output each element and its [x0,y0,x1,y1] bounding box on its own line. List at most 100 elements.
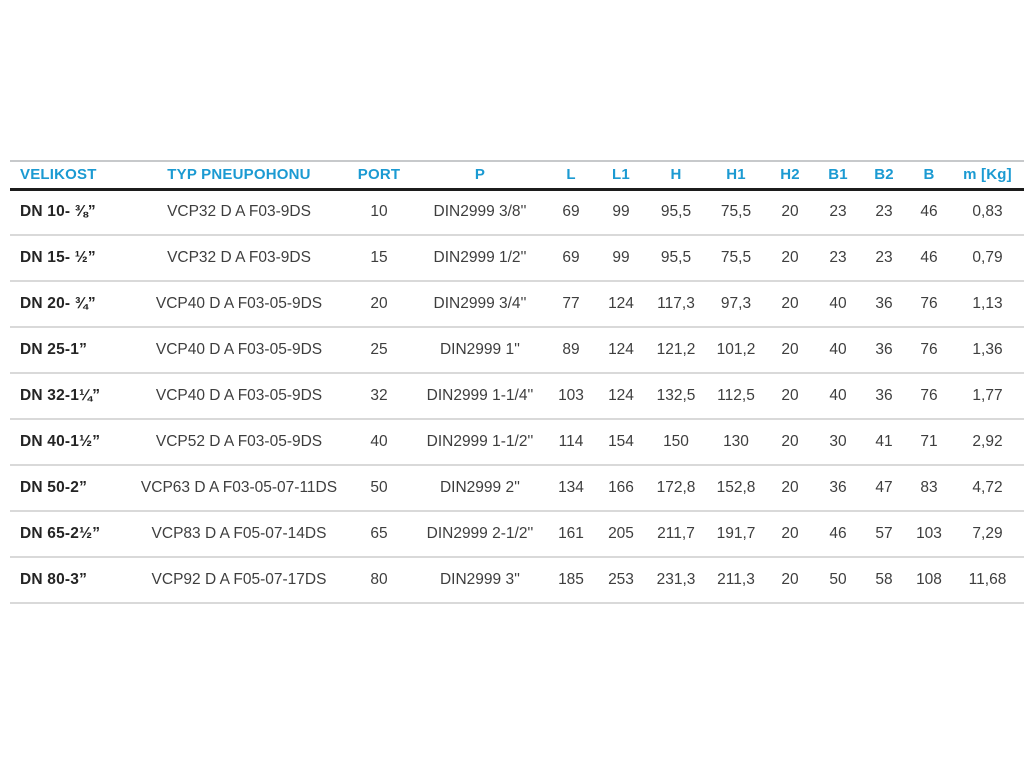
cell-l1: 124 [608,341,634,358]
cell-h: 231,3 [656,571,696,588]
cell-typ-pneupohonu: VCP32 D A F03-9DS [167,203,311,221]
cell-p: DIN2999 1'' [439,341,521,358]
cell-velikost: DN 40-1½” [20,433,101,450]
cell-b2: 36 [875,341,893,358]
table-row: DN 20- ¾” VCP40 D A F03-05-9DS 20 DIN2999 3… [10,281,1024,327]
cell-port: 40 [370,433,388,450]
column-header-b1: B1 [828,166,848,184]
table-row: DN 10- ⅜” VCP32 D A F03-9DS 10 DIN2999 3/8'… [10,189,1024,235]
column-header-p: P [474,166,486,184]
cell-l: 89 [562,341,580,358]
column-header-typ-pneupohonu: TYP PNEUPOHONU [167,166,311,184]
cell-h1: 97,3 [720,295,752,312]
cell-b: 46 [920,249,938,266]
cell-h2: 20 [781,525,799,542]
cell-h1: 130 [723,433,749,450]
column-header-l1: L1 [612,166,630,184]
cell-b: 46 [920,203,938,221]
cell-h1: 101,2 [716,341,756,358]
cell-b2: 36 [875,387,893,404]
cell-m-kg: 4,72 [972,479,1003,496]
table-row: DN 80-3” VCP92 D A F05-07-17DS 80 DIN2999 3… [10,557,1024,603]
cell-b2: 36 [875,295,893,312]
cell-l1: 124 [608,387,634,404]
table-row: DN 50-2” VCP63 D A F03-05-07-11DS 50 DIN299… [10,465,1024,511]
cell-velikost: DN 25-1” [20,341,88,358]
cell-h2: 20 [781,341,799,358]
cell-m-kg: 0,83 [972,203,1003,221]
cell-typ-pneupohonu: VCP52 D A F03-05-9DS [155,433,323,450]
cell-h1: 191,7 [716,525,756,542]
column-header-h: H [670,166,682,184]
cell-p: DIN2999 3/4'' [433,295,527,312]
cell-m-kg: 7,29 [972,525,1003,542]
cell-b: 108 [916,571,942,588]
cell-port: 25 [370,341,388,358]
cell-m-kg: 1,13 [972,295,1003,312]
cell-l: 134 [558,479,584,496]
cell-b1: 50 [829,571,847,588]
cell-m-kg: 1,36 [972,341,1003,358]
cell-p: DIN2999 1/2'' [433,249,527,266]
table-header-row: VELIKOST TYP PNEUPOHONU PORT P L L1 H H1 H2 B1 B2 B… [10,161,1024,189]
cell-h2: 20 [781,203,799,221]
column-header-port: PORT [357,166,401,184]
cell-port: 65 [370,525,388,542]
cell-b1: 40 [829,387,847,404]
pneumatic-actuator-spec-table: VELIKOST TYP PNEUPOHONU PORT P L L1 H H1 H2 B1 B2 B… [10,160,1024,604]
cell-b2: 41 [875,433,893,450]
table-row: DN 65-2½” VCP83 D A F05-07-14DS 65 DIN2999 … [10,511,1024,557]
cell-p: DIN2999 3/8'' [433,203,527,221]
cell-l: 185 [558,571,584,588]
cell-m-kg: 2,92 [972,433,1003,450]
cell-b2: 23 [875,249,893,266]
cell-h: 211,7 [657,525,695,542]
cell-typ-pneupohonu: VCP40 D A F03-05-9DS [155,387,323,404]
cell-l: 114 [558,433,584,450]
cell-b1: 40 [829,341,847,358]
cell-b1: 46 [829,525,847,542]
cell-h: 132,5 [656,387,696,404]
column-header-velikost: VELIKOST [20,166,97,184]
cell-port: 50 [370,479,388,496]
cell-velikost: DN 32-1¼” [20,387,101,404]
cell-l1: 99 [612,203,630,221]
cell-velikost: DN 20- ¾” [20,295,96,312]
cell-h: 117,3 [657,295,695,312]
cell-l1: 124 [608,295,634,312]
column-header-m-kg: m [Kg] [963,166,1012,184]
cell-b2: 47 [875,479,893,496]
cell-p: DIN2999 1-1/4'' [426,387,534,404]
table-body: DN 10- ⅜” VCP32 D A F03-9DS 10 DIN2999 3/8'… [10,189,1024,603]
cell-l: 161 [558,525,584,542]
cell-h: 172,8 [656,479,696,496]
cell-typ-pneupohonu: VCP92 D A F05-07-17DS [151,571,327,588]
table-row: DN 32-1¼” VCP40 D A F03-05-9DS 32 DIN2999 1… [10,373,1024,419]
column-header-l: L [566,166,576,184]
column-header-h1: H1 [726,166,746,184]
cell-h2: 20 [781,479,799,496]
cell-port: 20 [370,295,388,312]
cell-port: 10 [370,203,388,221]
cell-l1: 253 [608,571,634,588]
cell-l: 69 [562,249,580,266]
cell-p: DIN2999 2-1/2'' [426,525,534,542]
cell-h1: 152,8 [716,479,756,496]
cell-b1: 23 [829,249,847,266]
table-header: VELIKOST TYP PNEUPOHONU PORT P L L1 H H1 H2 B1 B2 B… [10,161,1024,189]
cell-l1: 205 [608,525,634,542]
table-row: DN 15- ½” VCP32 D A F03-9DS 15 DIN2999 1/2'… [10,235,1024,281]
cell-h: 150 [663,433,689,450]
cell-velikost: DN 15- ½” [20,249,96,266]
cell-b: 76 [920,387,938,404]
cell-h1: 211,3 [717,571,755,588]
table-row: DN 40-1½” VCP52 D A F03-05-9DS 40 DIN2999 1… [10,419,1024,465]
table-row: DN 25-1” VCP40 D A F03-05-9DS 25 DIN2999 1'… [10,327,1024,373]
cell-velikost: DN 10- ⅜” [20,203,96,221]
cell-m-kg: 11,68 [968,571,1007,588]
cell-h1: 75,5 [720,249,752,266]
cell-m-kg: 0,79 [972,249,1003,266]
cell-velikost: DN 65-2½” [20,525,101,542]
cell-b1: 30 [829,433,847,450]
